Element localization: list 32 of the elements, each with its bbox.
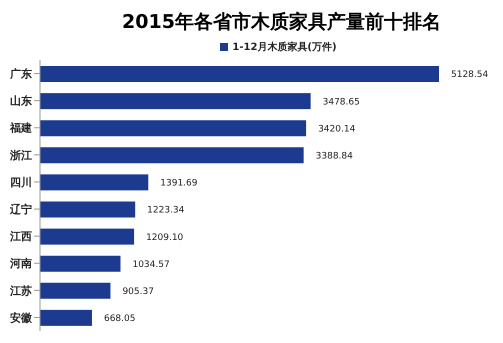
y-tick-label: 江苏 [9, 284, 32, 298]
data-label: 1223.34 [147, 206, 185, 216]
bar [40, 66, 439, 82]
y-tick-label: 辽宁 [9, 202, 32, 216]
data-label: 3420.14 [318, 124, 356, 134]
bar [40, 310, 92, 326]
bar [40, 147, 304, 164]
bar [40, 174, 148, 190]
chart-title: 2015年各省市木质家具产量前十排名 [121, 10, 442, 35]
y-tick-label: 福建 [9, 122, 32, 135]
bar [40, 202, 136, 218]
y-tick-label: 山东 [10, 94, 32, 108]
data-label: 5128.54 [451, 70, 488, 80]
data-label: 1391.69 [160, 178, 198, 189]
y-tick-label: 河南 [9, 257, 32, 270]
y-tick-label: 安徽 [10, 311, 33, 324]
data-label: 3478.65 [322, 97, 360, 108]
bar [40, 93, 311, 110]
data-label: 668.05 [104, 314, 136, 324]
bar [40, 228, 134, 245]
y-tick-label: 浙江 [9, 148, 32, 162]
y-tick-label: 江西 [9, 230, 32, 244]
data-label: 1034.57 [132, 260, 170, 270]
bar [40, 256, 120, 272]
y-tick-label: 四川 [10, 176, 32, 189]
data-label: 1209.10 [146, 232, 184, 243]
legend-label: 1-12月木质家具(万件) [232, 42, 337, 53]
data-label: 3388.84 [316, 151, 354, 162]
y-tick-label: 广东 [9, 67, 32, 80]
data-label: 905.37 [122, 286, 154, 297]
bar [40, 120, 306, 136]
bar [40, 282, 110, 299]
